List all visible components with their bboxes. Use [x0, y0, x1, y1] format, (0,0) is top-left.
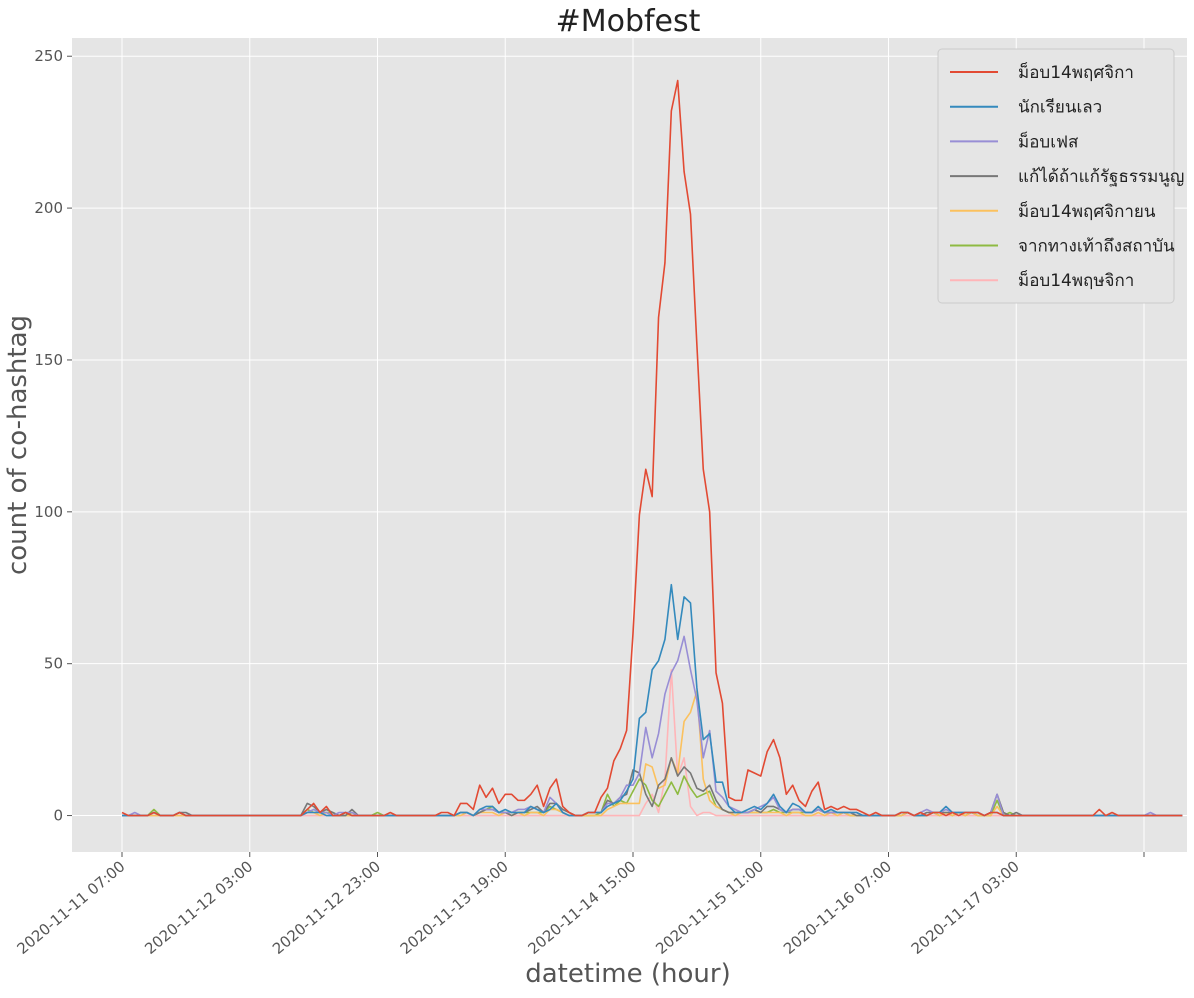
- legend-label: ม็อบ14พฤศจิกายน: [1018, 200, 1156, 222]
- legend-label: จากทางเท้าถึงสถาบัน: [1018, 237, 1175, 257]
- series-line: [121, 79, 1183, 817]
- legend-label: ม็อบ14พฤษจิกา: [1018, 269, 1134, 291]
- x-tick-label: 2020-11-12 23:00: [269, 857, 384, 958]
- x-tick-label: 2020-11-16 07:00: [780, 857, 895, 958]
- y-tick-label: 0: [53, 807, 63, 825]
- x-tick-label: 2020-11-14 15:00: [524, 857, 639, 958]
- y-tick-label: 100: [34, 503, 63, 521]
- grid-lines: [72, 38, 1187, 852]
- y-tick-label: 150: [34, 351, 63, 369]
- x-tick-label: 2020-11-13 19:00: [397, 857, 512, 958]
- chart-title: #Mobfest: [556, 4, 701, 39]
- x-tick-label: 2020-11-17 03:00: [908, 857, 1023, 958]
- legend-label: นักเรียนเลว: [1018, 98, 1102, 118]
- legend-label: แก้ได้ถ้าแก้รัฐธรรมนูญ: [1018, 166, 1184, 187]
- series-lines: [121, 79, 1183, 817]
- y-axis-label: count of co-hashtag: [3, 315, 33, 575]
- x-tick-label: 2020-11-15 11:00: [652, 857, 767, 958]
- legend-label: ม็อบ14พฤศจิกา: [1018, 61, 1134, 83]
- x-tick-label: 2020-11-11 07:00: [13, 857, 128, 958]
- legend: ม็อบ14พฤศจิกานักเรียนเลวม็อบเฟสแก้ได้ถ้า…: [937, 48, 1184, 304]
- legend-box: [937, 48, 1175, 304]
- y-tick-label: 50: [44, 655, 63, 673]
- x-axis-label: datetime (hour): [525, 959, 730, 989]
- x-tick-label: 2020-11-12 03:00: [141, 857, 256, 958]
- legend-label: ม็อบเฟส: [1018, 130, 1079, 152]
- y-tick-label: 200: [34, 199, 63, 217]
- y-tick-label: 250: [34, 47, 63, 65]
